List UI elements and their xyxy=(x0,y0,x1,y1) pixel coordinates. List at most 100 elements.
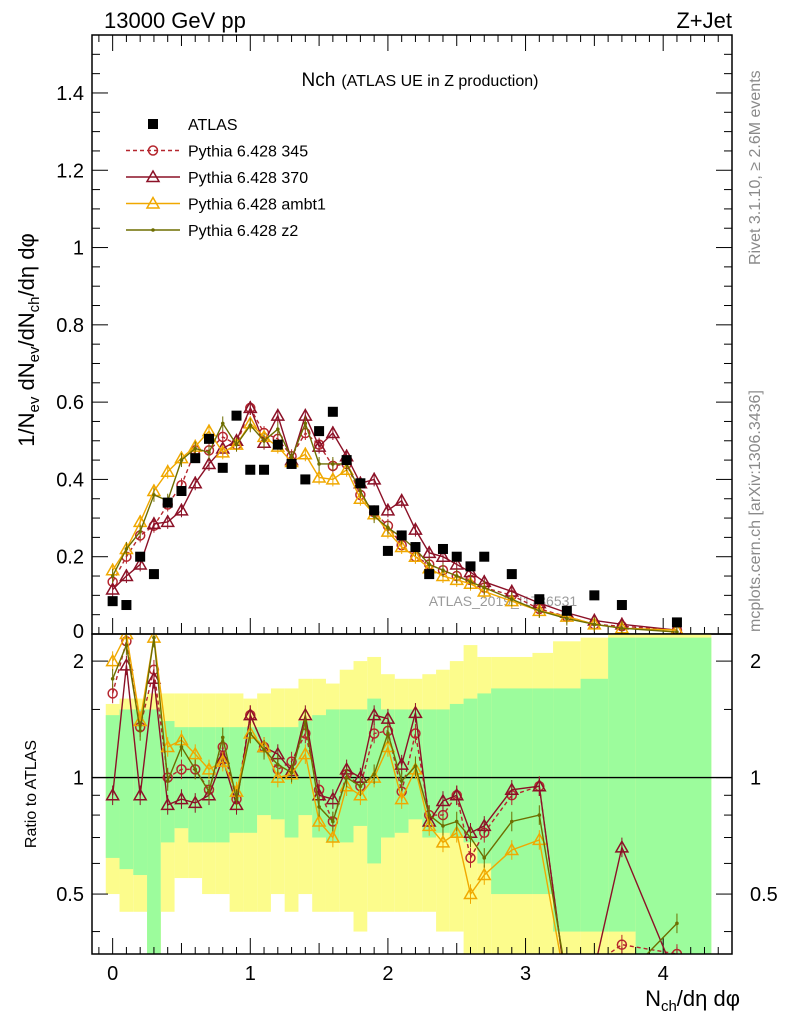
ratio-marker-1 xyxy=(590,959,599,968)
ratio-marker-2 xyxy=(380,711,396,724)
data-point xyxy=(135,551,146,562)
series-marker-4 xyxy=(207,450,211,455)
series-marker-4 xyxy=(565,616,569,621)
legend-marker xyxy=(148,119,158,129)
x-tick-label: 1 xyxy=(245,963,256,985)
series-marker-4 xyxy=(454,574,459,578)
ratio-marker-4 xyxy=(317,805,321,809)
band-inner xyxy=(188,727,203,843)
series-marker-4 xyxy=(220,421,225,426)
ratio-marker-3 xyxy=(504,842,520,856)
ratio-marker-3 xyxy=(588,974,600,985)
legend-label: Pythia 6.428 370 xyxy=(188,170,308,187)
data-point xyxy=(589,590,600,601)
ratio-marker-2 xyxy=(229,797,244,811)
series-marker-4 xyxy=(537,609,542,613)
chart-title-main: Nch xyxy=(302,70,336,91)
ratio-marker-4 xyxy=(441,824,445,828)
data-point xyxy=(561,605,572,616)
band-inner xyxy=(553,688,581,932)
series-marker-2 xyxy=(201,456,217,470)
y-tick-label: 1 xyxy=(73,238,84,260)
series-line-2 xyxy=(112,406,678,631)
series-marker-3 xyxy=(476,583,492,597)
ratio-marker-3 xyxy=(298,746,313,760)
ratio-marker-4 xyxy=(110,677,115,681)
series-marker-4 xyxy=(276,427,280,431)
ratio-tick-label: 0.5 xyxy=(56,884,84,906)
ratio-tick-label-right: 1 xyxy=(750,768,761,790)
ratio-marker-4 xyxy=(193,767,198,772)
legend: ATLAS Pythia 6.428 345 Pythia 6.428 370 Pyt… xyxy=(126,117,326,240)
series-marker-4 xyxy=(152,493,156,497)
data-point xyxy=(451,551,462,562)
series-marker-4 xyxy=(234,442,239,447)
y-tick-label: 0.4 xyxy=(56,469,84,491)
series-marker-3 xyxy=(408,549,423,562)
ratio-marker-1 xyxy=(616,939,628,950)
ratio-marker-4 xyxy=(289,770,294,775)
ratio-uncertainty-bands xyxy=(105,634,712,954)
ratio-tick-label: 1 xyxy=(73,768,84,790)
series-marker-3 xyxy=(353,491,368,504)
mcplots-label: mcplots.cern.ch [arXiv:1306.3436] xyxy=(747,390,764,632)
series-line-4 xyxy=(112,421,677,633)
ratio-marker-3 xyxy=(671,974,683,985)
legend-label: ATLAS xyxy=(188,117,238,134)
ratio-marker-2 xyxy=(504,782,520,796)
series-marker-2 xyxy=(242,400,258,414)
ratio-marker-2 xyxy=(561,985,573,996)
ratio-marker-2 xyxy=(146,671,162,685)
ratio-marker-4 xyxy=(276,762,280,767)
data-point xyxy=(314,426,325,437)
series-marker-4 xyxy=(110,574,115,578)
data-point xyxy=(217,462,228,473)
series-marker-2 xyxy=(394,493,409,506)
ratio-marker-1 xyxy=(562,987,571,996)
ratio-marker-4 xyxy=(152,635,156,640)
ratio-marker-4 xyxy=(344,775,349,780)
series-marker-4 xyxy=(124,547,129,551)
ratio-marker-2 xyxy=(105,787,120,801)
series-marker-4 xyxy=(592,622,597,627)
series-marker-4 xyxy=(358,489,363,493)
series-marker-4 xyxy=(248,423,253,428)
ratio-y-label: Ratio to ATLAS xyxy=(23,740,40,848)
ratio-marker-3 xyxy=(187,746,203,760)
x-tick-label: 2 xyxy=(382,963,393,985)
ratio-marker-4 xyxy=(537,813,542,817)
ratio-marker-4 xyxy=(399,779,404,783)
ratio-marker-2 xyxy=(325,791,341,805)
series-marker-4 xyxy=(675,630,679,634)
data-point xyxy=(465,561,476,572)
data-point xyxy=(162,497,173,508)
y-axis-label: 1/Nev dNev/dNch/dη dφ xyxy=(14,233,43,446)
data-point xyxy=(245,464,256,475)
data-point xyxy=(231,410,242,421)
series-marker-4 xyxy=(138,529,142,534)
series-marker-4 xyxy=(317,462,321,466)
series-marker-4 xyxy=(193,446,198,451)
ratio-marker-3 xyxy=(476,867,492,881)
ratio-marker-4 xyxy=(165,779,170,783)
ratio-marker-3 xyxy=(201,761,217,775)
legend-label: Pythia 6.428 345 xyxy=(188,144,308,161)
band-inner xyxy=(463,698,478,843)
ratio-marker-1 xyxy=(465,852,476,864)
ratio-marker-4 xyxy=(427,813,432,817)
ratio-marker-2 xyxy=(366,707,382,721)
series-marker-2 xyxy=(270,408,286,421)
ratio-marker-4 xyxy=(386,731,390,736)
ratio-marker-3 xyxy=(311,813,327,827)
data-point xyxy=(671,617,682,628)
ratio-marker-4 xyxy=(468,835,473,840)
ratio-marker-1 xyxy=(671,948,683,954)
ratio-marker-2 xyxy=(242,707,258,721)
ratio-marker-3 xyxy=(394,791,409,805)
band-inner xyxy=(243,727,258,833)
ratio-marker-1 xyxy=(107,688,118,699)
series-marker-4 xyxy=(262,438,266,443)
ratio-marker-3 xyxy=(215,754,231,767)
legend-label: Pythia 6.428 z2 xyxy=(188,223,298,240)
series-marker-2 xyxy=(408,522,423,535)
